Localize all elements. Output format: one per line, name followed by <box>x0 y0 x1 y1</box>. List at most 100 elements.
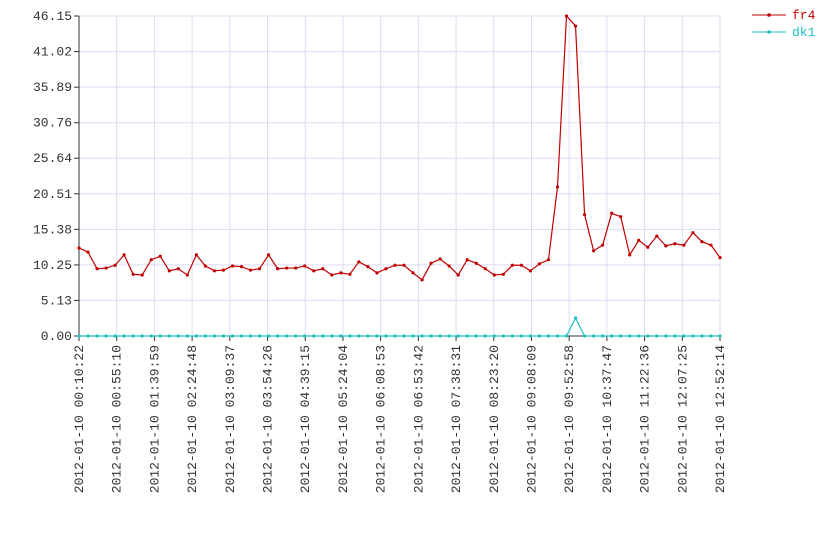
point <box>564 334 569 338</box>
point <box>646 245 650 249</box>
point <box>158 254 162 258</box>
y-tick-label: 0.00 <box>41 329 72 344</box>
point <box>312 334 316 338</box>
point <box>655 234 659 238</box>
point <box>628 253 632 257</box>
x-tick-label: 2012-01-10 06:53:42 <box>411 345 426 493</box>
y-tick-label: 10.25 <box>33 258 72 273</box>
point <box>176 334 180 338</box>
point <box>447 334 451 338</box>
point <box>555 185 560 189</box>
point <box>528 269 533 273</box>
x-tick-label: 2012-01-10 04:39:15 <box>298 345 313 493</box>
point <box>185 273 189 277</box>
point <box>113 334 117 338</box>
point <box>673 242 677 246</box>
point <box>312 269 316 273</box>
point <box>321 334 325 338</box>
point <box>573 316 578 320</box>
point <box>393 263 397 267</box>
point <box>167 334 171 338</box>
point <box>375 271 379 275</box>
point <box>294 266 298 270</box>
point <box>628 334 632 338</box>
point <box>176 267 180 271</box>
point <box>718 256 722 260</box>
point <box>330 273 334 277</box>
point <box>438 257 442 261</box>
point <box>501 334 505 338</box>
point <box>610 211 614 215</box>
x-tick-label: 2012-01-10 01:39:59 <box>147 345 162 493</box>
point <box>691 334 695 338</box>
point <box>131 272 135 276</box>
point <box>384 267 388 271</box>
x-tick-label: 2012-01-10 06:08:53 <box>374 345 389 493</box>
y-tick-label: 30.76 <box>33 116 72 131</box>
point <box>357 334 361 338</box>
x-tick-label: 2012-01-10 09:52:58 <box>562 345 577 493</box>
series-line <box>78 14 721 281</box>
point <box>375 334 379 338</box>
point <box>700 240 704 244</box>
point <box>610 334 614 338</box>
point <box>465 334 469 338</box>
point <box>664 334 668 338</box>
point <box>366 334 370 338</box>
point <box>537 262 542 266</box>
point <box>149 334 153 338</box>
point <box>655 334 659 338</box>
point <box>402 263 406 267</box>
point <box>474 261 478 265</box>
point <box>185 334 189 338</box>
point <box>95 334 99 338</box>
point <box>546 258 551 262</box>
point <box>266 334 271 338</box>
point <box>248 268 253 272</box>
point <box>348 272 352 276</box>
point <box>212 334 217 338</box>
point <box>537 334 542 338</box>
x-tick-label: 2012-01-10 08:23:20 <box>487 345 502 493</box>
point <box>510 263 514 267</box>
point <box>257 267 262 271</box>
point <box>601 243 605 247</box>
point <box>257 334 262 338</box>
point <box>167 269 171 273</box>
x-tick-label: 2012-01-10 12:07:25 <box>675 345 690 493</box>
point <box>709 334 713 338</box>
point <box>294 334 298 338</box>
point <box>546 334 551 338</box>
point <box>456 273 460 277</box>
point <box>203 334 207 338</box>
y-tick-label: 25.64 <box>33 151 72 166</box>
point <box>664 244 668 248</box>
point <box>366 265 370 269</box>
point <box>122 253 126 257</box>
point <box>601 334 605 338</box>
point <box>483 334 487 338</box>
point <box>619 215 623 219</box>
point <box>637 238 641 242</box>
point <box>465 258 469 262</box>
point <box>203 264 207 268</box>
point <box>700 334 704 338</box>
point <box>77 334 81 338</box>
x-tick-label: 2012-01-10 07:38:31 <box>449 345 464 493</box>
x-tick-label: 2012-01-10 09:08:09 <box>524 345 539 493</box>
x-tick-label: 2012-01-10 02:24:48 <box>185 345 200 493</box>
point <box>456 334 460 338</box>
point <box>646 334 650 338</box>
point <box>393 334 397 338</box>
point <box>637 334 641 338</box>
point <box>330 334 334 338</box>
point <box>501 272 505 276</box>
x-tick-label: 2012-01-10 12:52:14 <box>713 345 728 493</box>
point <box>420 278 424 282</box>
legend-label: fr4 <box>792 8 816 23</box>
y-tick-label: 15.38 <box>33 222 72 237</box>
point <box>348 334 352 338</box>
point <box>158 334 162 338</box>
point <box>691 231 695 235</box>
